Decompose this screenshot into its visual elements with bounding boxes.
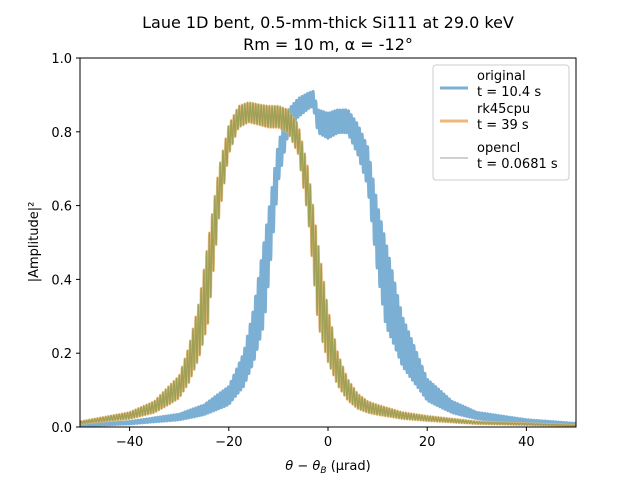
x-axis-label-sub: B [320, 466, 326, 476]
x-tick-label: 0 [324, 435, 332, 450]
legend-note-rk45cpu: t = 39 s [477, 118, 529, 133]
x-tick-label: −20 [215, 435, 242, 450]
x-axis-label: θ − θB (µrad) [285, 459, 370, 476]
x-tick-label: 40 [518, 435, 535, 450]
legend-label-opencl: opencl [477, 141, 520, 156]
legend-box [432, 64, 570, 181]
series-layer [80, 90, 576, 427]
x-axis-label-main: θ − θ [285, 459, 320, 474]
chart-title-line-2: Rm = 10 m, α = -12° [243, 35, 413, 54]
y-tick-label: 0.2 [51, 347, 72, 362]
x-tick-label: −40 [116, 435, 143, 450]
x-axis-label-unit: (µrad) [327, 459, 371, 474]
series-line-opencl [80, 101, 576, 427]
y-tick-label: 0.0 [51, 421, 72, 436]
legend-note-opencl: t = 0.0681 s [477, 157, 558, 172]
x-tick-label: 20 [419, 435, 436, 450]
legend-label-original: original [477, 69, 526, 84]
y-tick-label: 0.6 [51, 200, 72, 215]
y-axis-label: |Amplitude|² [27, 202, 42, 283]
ticks-layer: −40 −20 0 20 40 0.0 0.2 0.4 0.6 0.8 1.0 [51, 52, 534, 450]
y-tick-label: 1.0 [51, 52, 72, 67]
y-tick-label: 0.4 [51, 273, 72, 288]
chart-title-line-1: Laue 1D bent, 0.5-mm-thick Si111 at 29.0… [142, 13, 514, 32]
legend-label-rk45cpu: rk45cpu [477, 102, 530, 117]
y-tick-label: 0.8 [51, 126, 72, 141]
series-line-original [80, 90, 576, 427]
legend-note-original: t = 10.4 s [477, 85, 541, 100]
legend: original t = 10.4 s rk45cpu t = 39 s ope… [432, 64, 570, 181]
